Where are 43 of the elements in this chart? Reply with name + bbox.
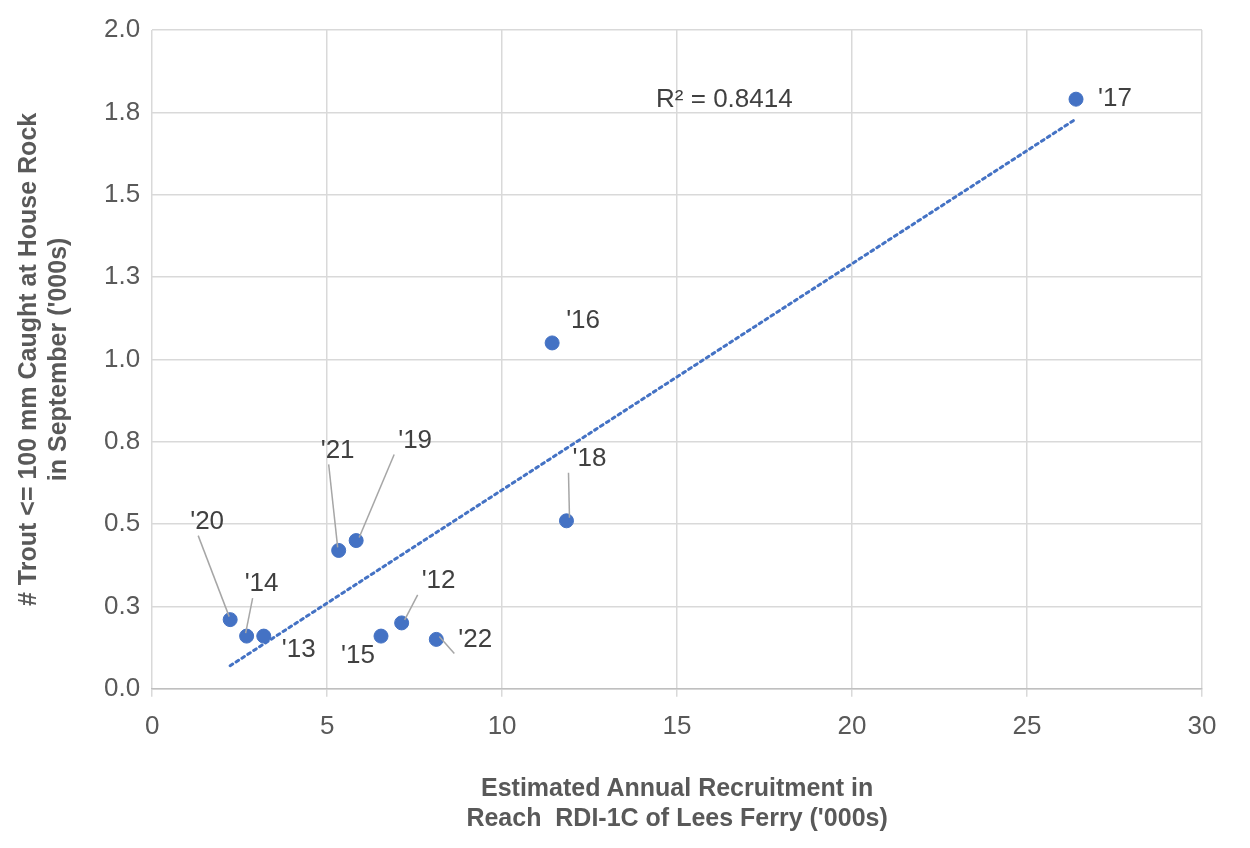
x-tick-label: 0 — [144, 709, 160, 740]
annotation: '21 — [320, 433, 355, 464]
point — [373, 628, 389, 644]
annotation: '19 — [398, 423, 433, 454]
annotation: '22 — [458, 622, 493, 653]
point — [394, 615, 410, 631]
point — [558, 513, 574, 529]
y-tick-label: 1.8 — [103, 95, 141, 126]
y-tick-label: 2.0 — [103, 13, 141, 44]
y-tick-label: 0.5 — [103, 507, 141, 538]
point — [239, 628, 255, 644]
annotation: R² = 0.8414 — [656, 83, 793, 114]
annotation: '14 — [244, 567, 279, 598]
y-tick-label: 1.5 — [103, 177, 141, 208]
point — [1068, 91, 1084, 107]
text: Reach RDI-1C of Lees Ferry ('000s) — [466, 802, 888, 831]
point — [544, 335, 560, 351]
y-tick-label: 1.3 — [103, 260, 141, 291]
y-tick-label: 1.0 — [103, 342, 141, 373]
x-tick-label: 15 — [662, 709, 692, 740]
x-tick-label: 30 — [1187, 709, 1217, 740]
point — [348, 533, 364, 549]
y-tick-label: 0.8 — [103, 424, 141, 455]
text: # Trout <= 100 mm Caught at House Rock — [12, 112, 41, 606]
annotation: '15 — [341, 639, 375, 670]
point — [256, 628, 272, 644]
annotation: '18 — [572, 441, 607, 472]
x-tick-label: 10 — [487, 709, 517, 740]
point — [428, 631, 444, 647]
x-tick-label: 5 — [319, 709, 335, 740]
annotation: '16 — [566, 304, 601, 335]
y-tick-label: 0.3 — [103, 589, 141, 620]
annotation: '13 — [281, 633, 316, 664]
point — [331, 542, 347, 558]
x-tick-label: 20 — [837, 709, 867, 740]
annotation: '17 — [1098, 82, 1132, 113]
y-tick-label: 0.0 — [103, 671, 141, 702]
x-tick-label: 25 — [1012, 709, 1042, 740]
text: Estimated Annual Recruitment in — [480, 772, 874, 801]
point — [222, 612, 238, 628]
annotation: '20 — [190, 504, 225, 535]
annotation: '12 — [421, 564, 456, 595]
text: in September ('000s) — [42, 237, 71, 482]
